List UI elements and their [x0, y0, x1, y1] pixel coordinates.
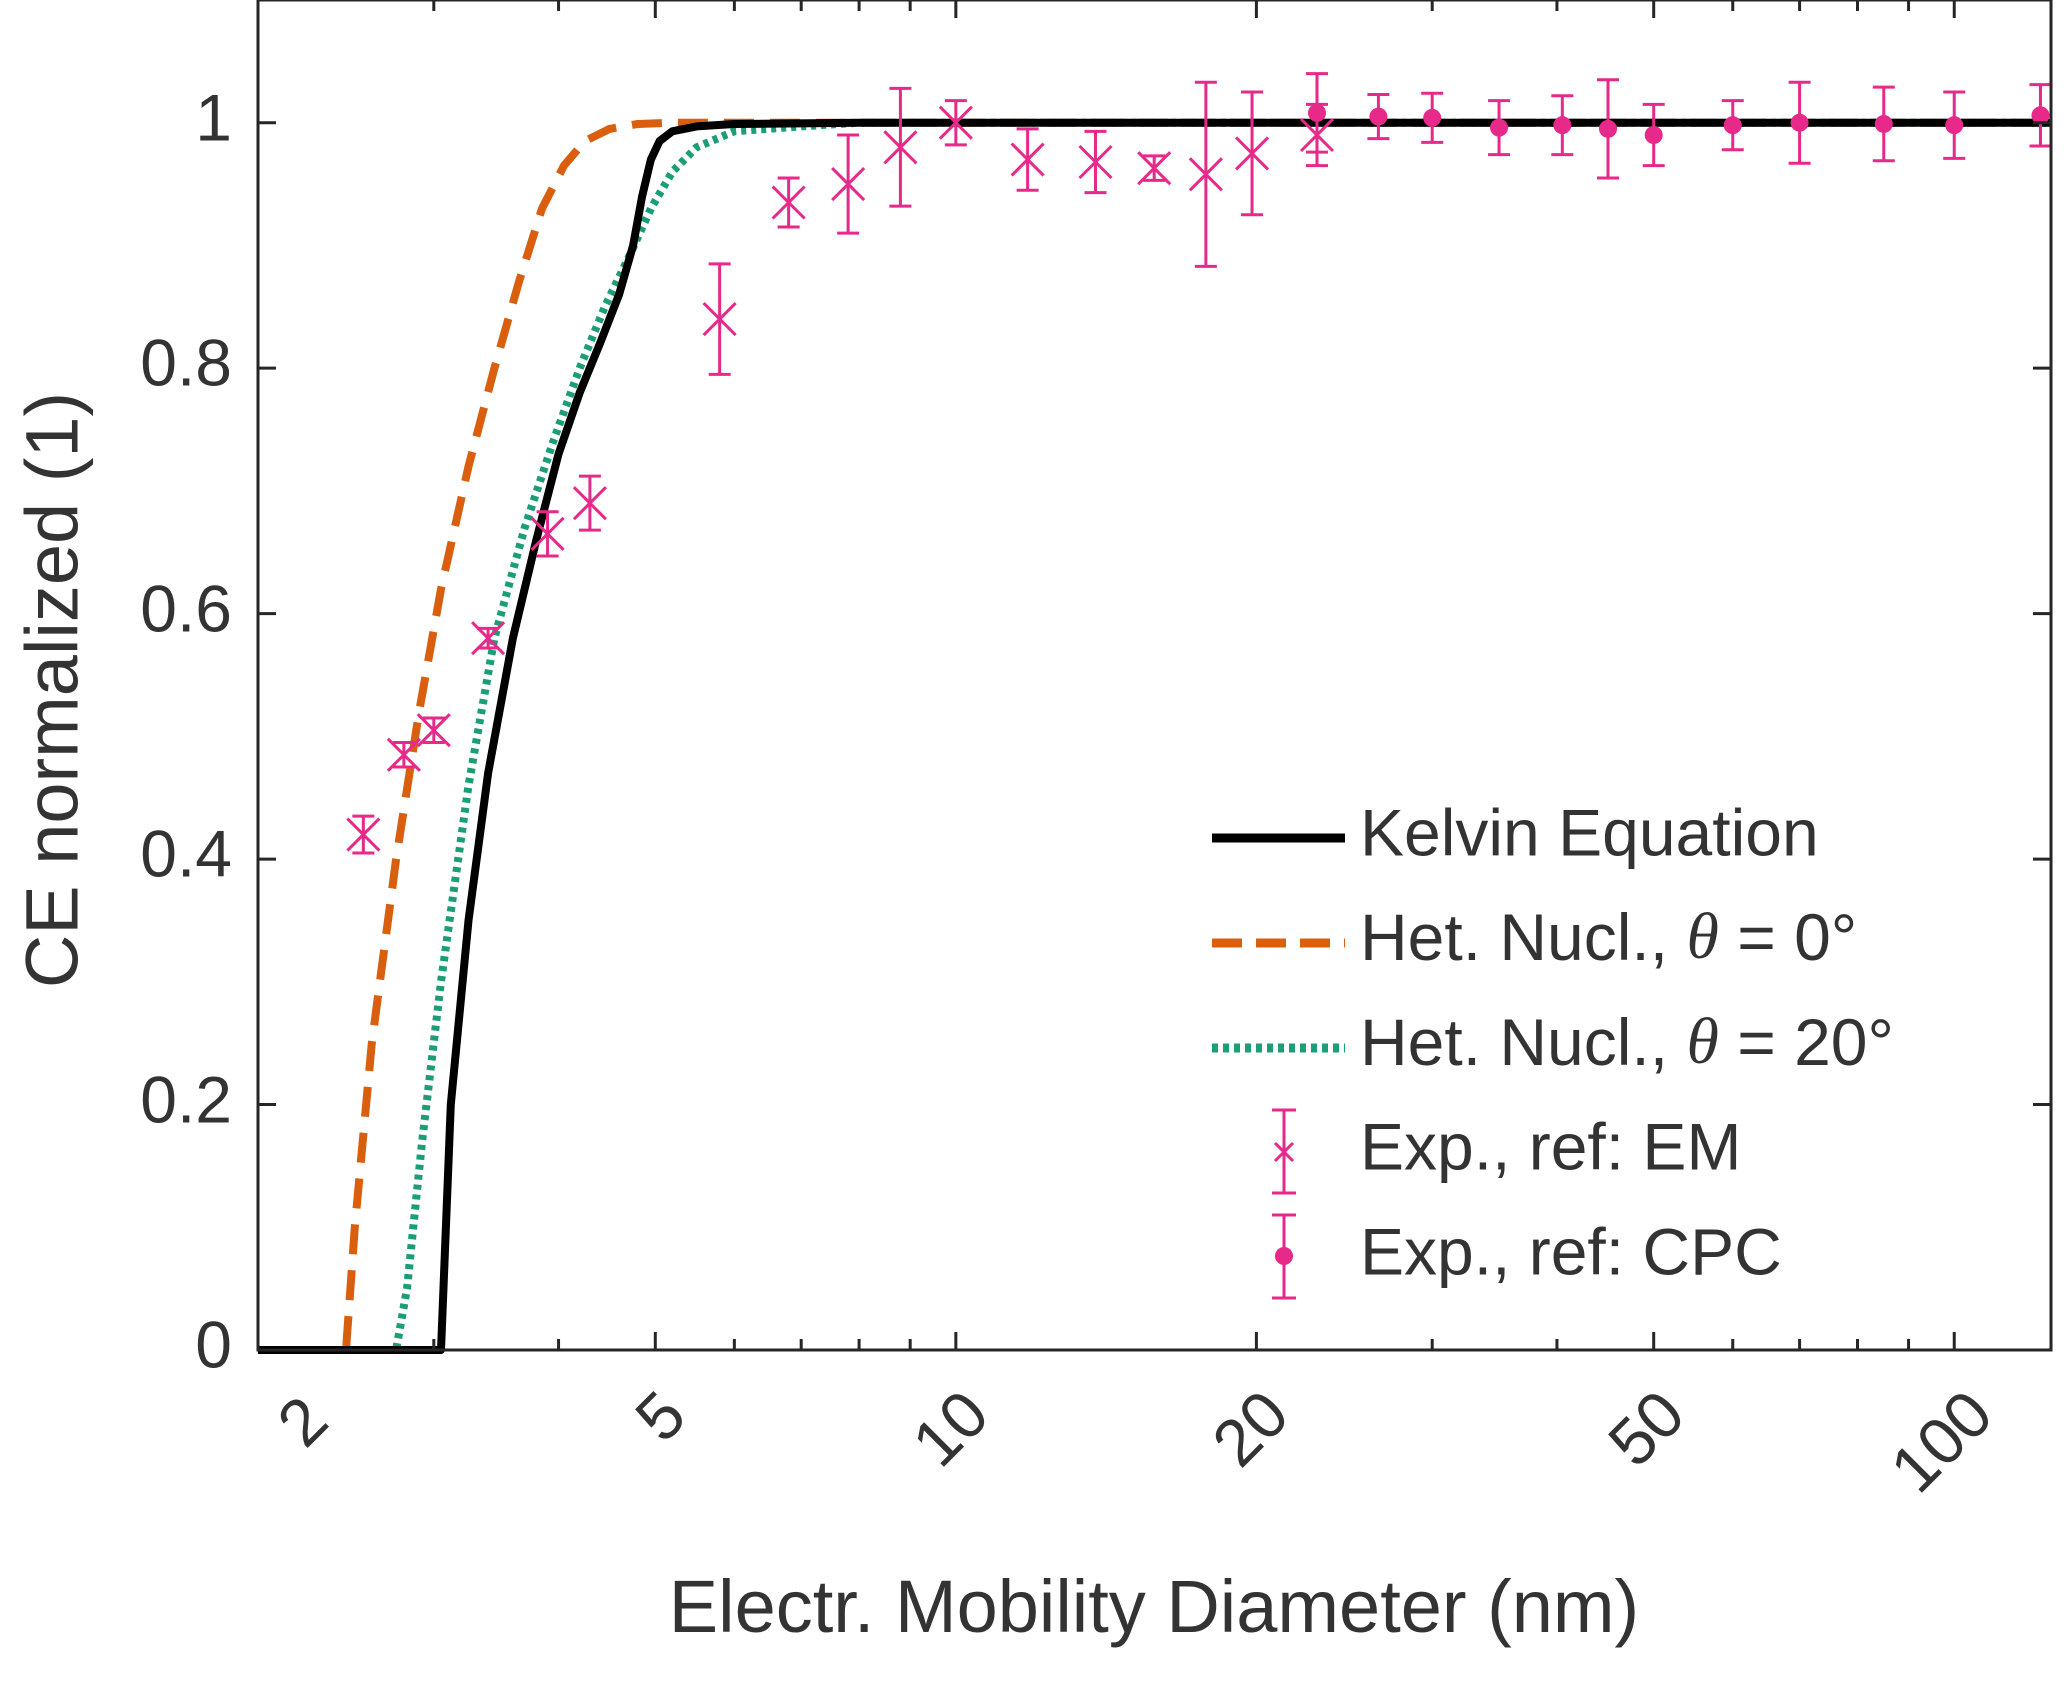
- legend: Kelvin Equation Het. Nucl., θ = 0° Het. …: [1212, 795, 1894, 1300]
- legend-swatch-exp-em: [1272, 1108, 1296, 1195]
- x-marker: [530, 516, 565, 551]
- data-point-exp-ref-em: [471, 621, 506, 656]
- legend-label-exp-cpc: Exp., ref: CPC: [1360, 1214, 1782, 1288]
- dot-marker: [1553, 116, 1572, 135]
- data-point-exp-ref-em: [572, 474, 607, 532]
- legend-label-exp-em: Exp., ref: EM: [1360, 1109, 1741, 1183]
- legend-label-het-0-suffix: = 0°: [1719, 900, 1857, 974]
- data-point-exp-ref-cpc: [1642, 102, 1665, 168]
- dot-marker: [1423, 108, 1442, 127]
- data-point-exp-ref-em: [416, 713, 451, 748]
- x-marker: [572, 486, 607, 521]
- x-axis-label: Electr. Mobility Diameter (nm): [669, 1565, 1639, 1648]
- x-marker: [702, 302, 737, 337]
- legend-label-het-20-theta: θ: [1686, 1005, 1718, 1078]
- x-marker: [416, 713, 451, 748]
- legend-label-kelvin: Kelvin Equation: [1360, 795, 1819, 869]
- dot-marker: [1490, 118, 1509, 137]
- data-point-exp-ref-em: [1137, 151, 1172, 186]
- legend-label-het-0: Het. Nucl., θ = 0°: [1360, 900, 1857, 974]
- x-marker: [1234, 136, 1270, 171]
- x-marker: [471, 621, 506, 656]
- data-point-exp-ref-cpc: [2029, 83, 2052, 148]
- y-tick-label-0.2: 0.2: [140, 1062, 232, 1136]
- data-point-exp-ref-em: [386, 737, 421, 772]
- legend-label-het-20-prefix: Het. Nucl.,: [1360, 1005, 1686, 1079]
- dot-marker: [1874, 114, 1893, 133]
- data-point-exp-ref-cpc: [1872, 85, 1895, 163]
- data-point-exp-ref-em: [530, 510, 565, 558]
- x-marker: [883, 130, 918, 165]
- dot-marker: [1723, 116, 1742, 135]
- legend-label-het-0-theta: θ: [1686, 900, 1718, 973]
- dot-marker: [1369, 107, 1388, 126]
- series-line-kelvin-equation: [258, 118, 2051, 1354]
- data-point-exp-ref-cpc: [1597, 78, 1620, 180]
- legend-label-het-20-suffix: = 20°: [1719, 1005, 1894, 1079]
- x-marker: [346, 817, 381, 852]
- data-point-exp-ref-cpc: [1488, 99, 1511, 157]
- data-point-exp-ref-cpc: [1943, 90, 1966, 160]
- data-point-exp-ref-em: [702, 262, 737, 376]
- dot-marker: [1307, 103, 1326, 122]
- data-point-exp-ref-em: [938, 99, 973, 147]
- x-marker: [1188, 157, 1223, 192]
- x-marker: [386, 737, 421, 772]
- y-axis-label: CE normalized (1): [11, 392, 94, 988]
- dot-marker: [2031, 106, 2050, 125]
- x-marker: [1010, 142, 1045, 177]
- data-point-exp-ref-cpc: [1367, 93, 1390, 141]
- x-marker: [1078, 144, 1113, 180]
- y-tick-label-0.8: 0.8: [140, 325, 232, 399]
- data-point-exp-ref-em: [1234, 90, 1270, 217]
- dot-marker: [1599, 119, 1618, 138]
- data-point-exp-ref-em: [771, 176, 806, 229]
- legend-swatch-exp-cpc: [1272, 1213, 1296, 1300]
- data-point-exp-ref-cpc: [1551, 94, 1574, 157]
- y-tick-label-0: 0: [195, 1307, 232, 1381]
- x-marker: [938, 105, 973, 140]
- data-point-exp-ref-em: [346, 814, 381, 855]
- data-point-exp-ref-em: [1188, 80, 1223, 268]
- x-marker: [1137, 151, 1172, 186]
- x-marker: [831, 167, 866, 202]
- series-line-het-nucl-20: [258, 118, 2051, 1354]
- y-tick-label-0.6: 0.6: [140, 571, 232, 645]
- data-point-exp-ref-cpc: [1305, 72, 1328, 154]
- y-tick-label-0.4: 0.4: [140, 816, 232, 890]
- legend-label-het-20: Het. Nucl., θ = 20°: [1360, 1005, 1894, 1079]
- legend-label-het-0-prefix: Het. Nucl.,: [1360, 900, 1686, 974]
- data-point-exp-ref-cpc: [1788, 80, 1811, 165]
- data-point-exp-ref-em: [1078, 129, 1113, 195]
- data-point-exp-ref-cpc: [1421, 91, 1444, 144]
- data-point-exp-ref-em: [883, 86, 918, 208]
- dot-marker: [1644, 126, 1663, 144]
- dot-marker: [1790, 113, 1809, 132]
- plot-area: [258, 72, 2052, 1354]
- x-marker: [771, 185, 806, 220]
- dot-marker: [1945, 116, 1964, 135]
- plot-frame: [256, 0, 2053, 1352]
- data-point-exp-ref-em: [831, 133, 866, 235]
- series-line-het-nucl-0: [258, 118, 2051, 1354]
- data-point-exp-ref-cpc: [1721, 99, 1744, 152]
- y-tick-label-1: 1: [195, 80, 232, 154]
- data-point-exp-ref-em: [1010, 127, 1045, 192]
